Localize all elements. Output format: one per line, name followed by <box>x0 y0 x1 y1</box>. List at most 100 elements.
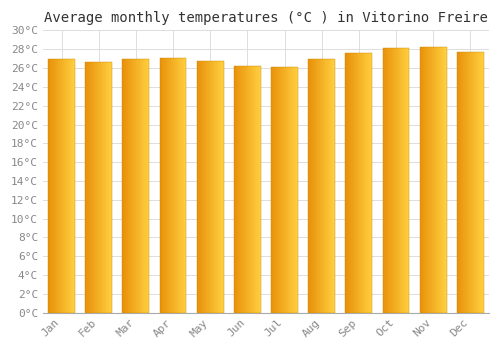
Bar <box>352 53 353 313</box>
Bar <box>127 59 128 313</box>
Bar <box>392 48 393 313</box>
Bar <box>390 48 391 313</box>
Bar <box>216 62 217 313</box>
Bar <box>470 52 471 313</box>
Bar <box>239 66 240 313</box>
Bar <box>205 62 206 313</box>
Bar <box>439 47 440 313</box>
Bar <box>54 59 55 313</box>
Bar <box>166 58 167 313</box>
Bar <box>64 59 65 313</box>
Bar <box>49 59 50 313</box>
Bar <box>249 66 250 313</box>
Bar <box>478 52 479 313</box>
Bar <box>363 53 364 313</box>
Bar <box>198 62 199 313</box>
Bar <box>314 59 315 313</box>
Bar <box>162 58 163 313</box>
Bar <box>213 62 214 313</box>
Bar <box>206 62 207 313</box>
Title: Average monthly temperatures (°C ) in Vitorino Freire: Average monthly temperatures (°C ) in Vi… <box>44 11 488 25</box>
Bar <box>403 48 404 313</box>
Bar <box>256 66 257 313</box>
Bar <box>405 48 406 313</box>
Bar <box>327 59 328 313</box>
Bar <box>286 67 287 313</box>
Bar <box>140 59 141 313</box>
Bar <box>471 52 472 313</box>
Bar <box>53 59 54 313</box>
Bar <box>68 59 69 313</box>
Bar <box>223 62 224 313</box>
Bar <box>349 53 350 313</box>
Bar <box>479 52 480 313</box>
Bar <box>99 62 100 313</box>
Bar <box>443 47 444 313</box>
Bar <box>96 62 97 313</box>
Bar <box>384 48 385 313</box>
Bar <box>360 53 361 313</box>
Bar <box>350 53 351 313</box>
Bar <box>288 67 289 313</box>
Bar <box>146 59 147 313</box>
Bar <box>251 66 252 313</box>
Bar <box>110 62 111 313</box>
Bar <box>129 59 130 313</box>
Bar <box>86 62 112 313</box>
Bar <box>218 62 219 313</box>
Bar <box>222 62 223 313</box>
Bar <box>409 48 410 313</box>
Bar <box>357 53 358 313</box>
Bar <box>401 48 402 313</box>
Bar <box>387 48 388 313</box>
Bar <box>359 53 360 313</box>
Bar <box>123 59 124 313</box>
Bar <box>461 52 462 313</box>
Bar <box>220 62 221 313</box>
Bar <box>346 53 347 313</box>
Bar <box>422 47 423 313</box>
Bar <box>317 59 318 313</box>
Bar <box>178 58 179 313</box>
Bar <box>101 62 102 313</box>
Bar <box>431 47 432 313</box>
Bar <box>124 59 125 313</box>
Bar <box>324 59 325 313</box>
Bar <box>258 66 259 313</box>
Bar <box>181 58 182 313</box>
Bar <box>86 62 87 313</box>
Bar <box>480 52 481 313</box>
Bar <box>50 59 51 313</box>
Bar <box>234 66 235 313</box>
Bar <box>370 53 371 313</box>
Bar <box>98 62 99 313</box>
Bar <box>294 67 295 313</box>
Bar <box>463 52 464 313</box>
Bar <box>436 47 437 313</box>
Bar <box>459 52 460 313</box>
Bar <box>473 52 474 313</box>
Bar <box>58 59 59 313</box>
Bar <box>132 59 133 313</box>
Bar <box>131 59 132 313</box>
Bar <box>163 58 164 313</box>
Bar <box>171 58 172 313</box>
Bar <box>143 59 144 313</box>
Bar <box>234 66 260 313</box>
Bar <box>199 62 200 313</box>
Bar <box>73 59 74 313</box>
Bar <box>435 47 436 313</box>
Bar <box>315 59 316 313</box>
Bar <box>285 67 286 313</box>
Bar <box>311 59 312 313</box>
Bar <box>215 62 216 313</box>
Bar <box>90 62 91 313</box>
Bar <box>48 59 75 313</box>
Bar <box>400 48 401 313</box>
Bar <box>168 58 169 313</box>
Bar <box>429 47 430 313</box>
Bar <box>483 52 484 313</box>
Bar <box>122 59 123 313</box>
Bar <box>217 62 218 313</box>
Bar <box>241 66 242 313</box>
